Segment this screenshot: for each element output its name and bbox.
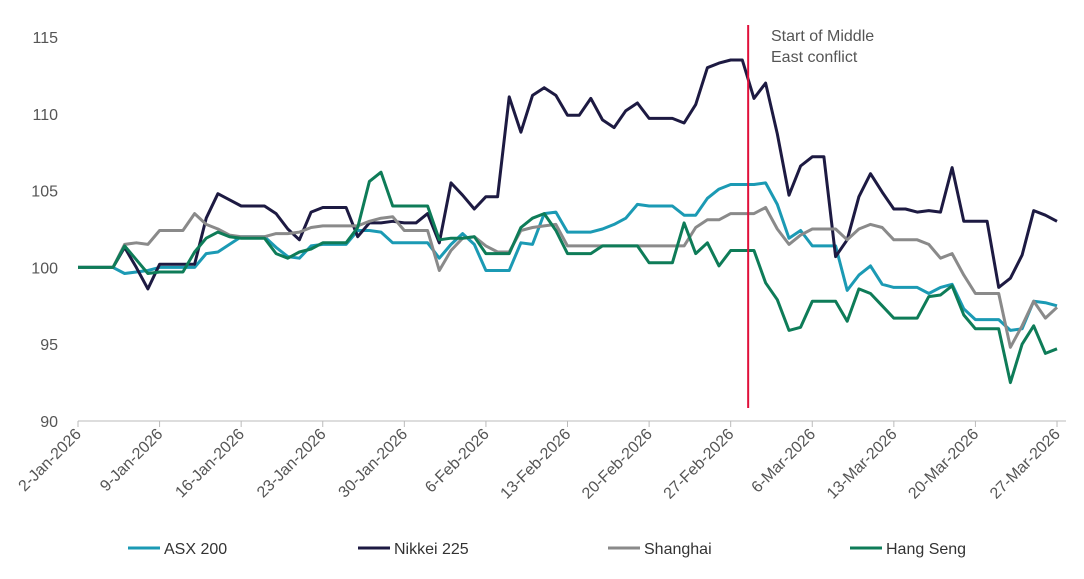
x-tick-label: 13-Mar-2026 — [824, 426, 901, 503]
x-tick-label: 27-Feb-2026 — [661, 426, 738, 503]
x-tick-label: 9-Jan-2026 — [97, 426, 166, 495]
legend-item: Shanghai — [608, 541, 712, 558]
legend-label: Hang Seng — [886, 541, 966, 558]
legend-item: Nikkei 225 — [358, 541, 469, 558]
series-line-hang-seng — [78, 170, 1058, 385]
x-tick-label: 20-Mar-2026 — [905, 426, 982, 503]
x-tick-label: 6-Mar-2026 — [749, 426, 820, 497]
x-tick-label: 27-Mar-2026 — [987, 426, 1064, 503]
legend: ASX 200 Nikkei 225 Shanghai Hang Seng — [128, 541, 966, 558]
x-tick-label: 6-Feb-2026 — [422, 426, 493, 497]
y-axis: 90 95 100 105 110 115 — [31, 30, 58, 431]
series-lines — [78, 58, 1059, 385]
x-tick-label: 2-Jan-2026 — [16, 426, 85, 495]
x-tick-label: 13-Feb-2026 — [498, 426, 575, 503]
y-tick-label: 115 — [32, 30, 58, 47]
legend-label: Shanghai — [644, 541, 712, 558]
legend-item: Hang Seng — [850, 541, 966, 558]
y-tick-label: 105 — [31, 184, 58, 201]
legend-label: ASX 200 — [164, 541, 227, 558]
series-line-shanghai — [78, 206, 1059, 349]
y-tick-label: 100 — [31, 260, 58, 277]
x-tick-label: 30-Jan-2026 — [336, 426, 412, 502]
legend-label: Nikkei 225 — [394, 541, 469, 558]
series-line-nikkei-225 — [78, 58, 1058, 291]
y-tick-label: 90 — [40, 414, 58, 431]
x-axis: 2-Jan-2026 9-Jan-2026 16-Jan-2026 23-Jan-20… — [16, 420, 1066, 503]
series-line-asx-200 — [78, 181, 1058, 332]
annotation-text-line-2: East conflict — [771, 49, 858, 66]
annotation-text-line-1: Start of Middle — [771, 28, 874, 45]
x-tick-label: 16-Jan-2026 — [172, 426, 248, 502]
x-tick-label: 20-Feb-2026 — [579, 426, 656, 503]
x-tick-label: 23-Jan-2026 — [254, 426, 330, 502]
legend-item: ASX 200 — [128, 541, 227, 558]
annotation: Start of Middle East conflict — [747, 25, 874, 408]
y-tick-label: 110 — [32, 107, 58, 124]
y-tick-label: 95 — [40, 337, 58, 354]
